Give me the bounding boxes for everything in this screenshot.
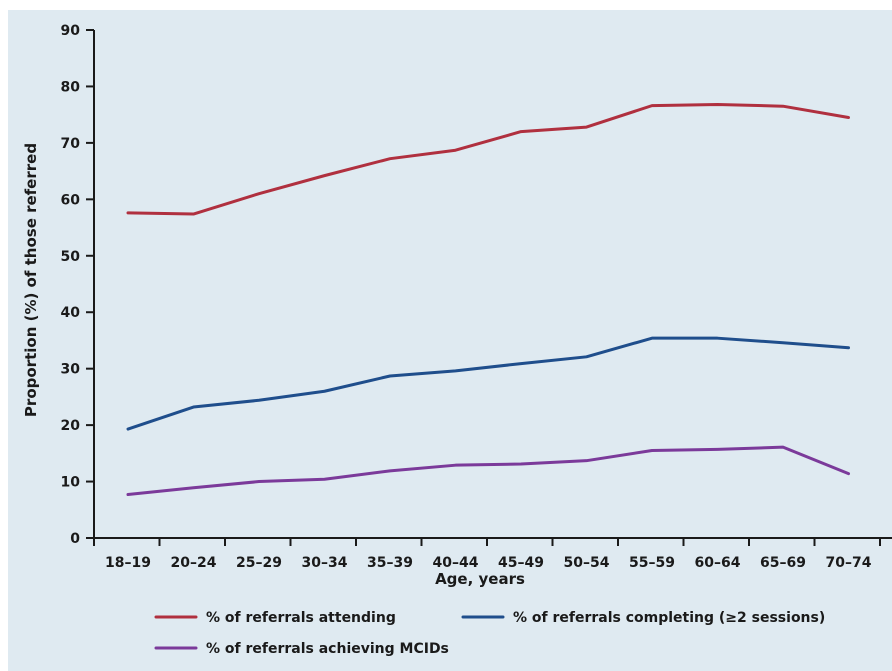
series-line-2 xyxy=(126,336,850,431)
x-tick-label: 55–59 xyxy=(629,555,675,571)
y-tick-label: 70 xyxy=(61,136,81,152)
y-tick-label: 0 xyxy=(70,531,80,547)
series-lines xyxy=(126,103,850,497)
x-tick-label: 25–29 xyxy=(236,555,282,571)
x-tick-label: 30–34 xyxy=(302,555,348,571)
legend-item-1: % of referrals attending xyxy=(154,610,396,626)
y-tick-label: 50 xyxy=(61,249,81,265)
axes xyxy=(93,30,892,539)
series-line-1 xyxy=(126,103,850,216)
x-tick-label: 45–49 xyxy=(498,555,544,571)
chart-panel: 0 10 20 30 40 50 60 70 80 90 18–19 20–24 25–29 30–34… xyxy=(8,10,892,671)
legend-label: % of referrals attending xyxy=(206,610,396,626)
x-axis-ticks: 18–19 20–24 25–29 30–34 35–39 40–44 45–49 50–54… xyxy=(93,538,881,571)
y-tick-label: 90 xyxy=(61,23,81,39)
x-tick-label: 65–69 xyxy=(760,555,806,571)
x-tick-label: 50–54 xyxy=(564,555,610,571)
series-line-3 xyxy=(126,445,850,497)
legend-label: % of referrals achieving MCIDs xyxy=(206,641,449,657)
x-tick-label: 18–19 xyxy=(105,555,151,571)
x-tick-label: 60–64 xyxy=(695,555,741,571)
y-tick-label: 10 xyxy=(61,475,81,491)
y-tick-label: 20 xyxy=(61,418,81,434)
legend-label: % of referrals completing (≥2 sessions) xyxy=(513,610,825,626)
legend-item-3: % of referrals achieving MCIDs xyxy=(154,641,449,657)
x-axis-title: Age, years xyxy=(435,570,525,588)
line-chart: 0 10 20 30 40 50 60 70 80 90 18–19 20–24 25–29 30–34… xyxy=(22,23,892,657)
y-tick-label: 60 xyxy=(61,192,81,208)
y-tick-label: 80 xyxy=(61,79,81,95)
x-tick-label: 70–74 xyxy=(826,555,872,571)
y-tick-label: 30 xyxy=(61,362,81,378)
y-axis-title: Proportion (%) of those referred xyxy=(22,143,40,417)
x-tick-label: 20–24 xyxy=(171,555,217,571)
legend-item-2: % of referrals completing (≥2 sessions) xyxy=(461,610,825,626)
legend: % of referrals attending % of referrals c… xyxy=(154,610,825,657)
x-tick-label: 35–39 xyxy=(367,555,413,571)
y-tick-label: 40 xyxy=(61,305,81,321)
x-tick-label: 40–44 xyxy=(433,555,479,571)
y-axis-ticks: 0 10 20 30 40 50 60 70 80 90 xyxy=(61,23,94,547)
